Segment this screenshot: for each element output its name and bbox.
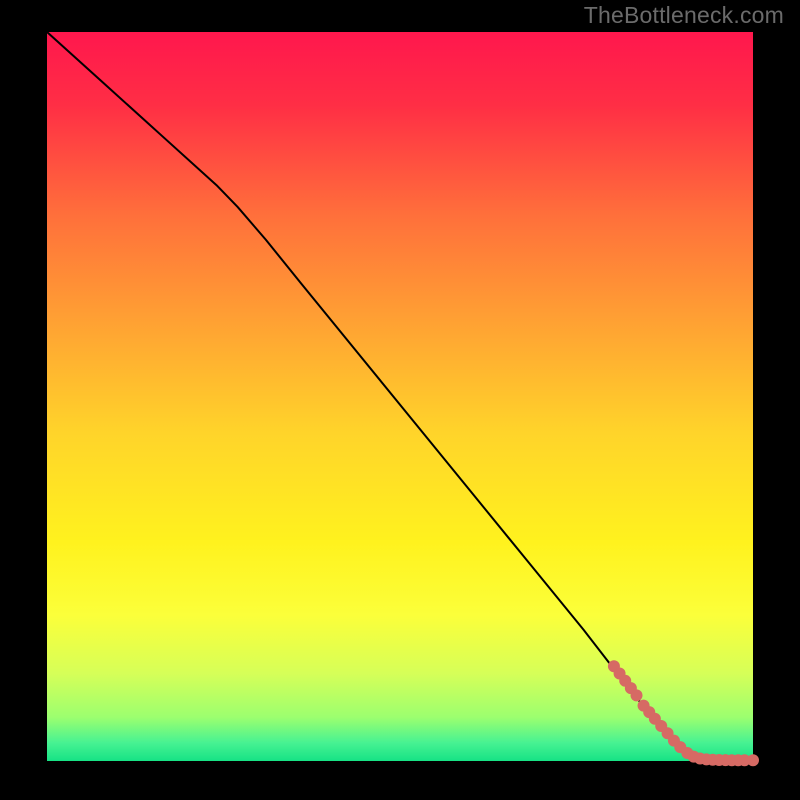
marker-dot bbox=[747, 754, 759, 766]
bottleneck-chart bbox=[0, 0, 800, 800]
marker-dot bbox=[631, 689, 643, 701]
watermark-text: TheBottleneck.com bbox=[584, 2, 784, 29]
gradient-panel bbox=[47, 32, 753, 761]
